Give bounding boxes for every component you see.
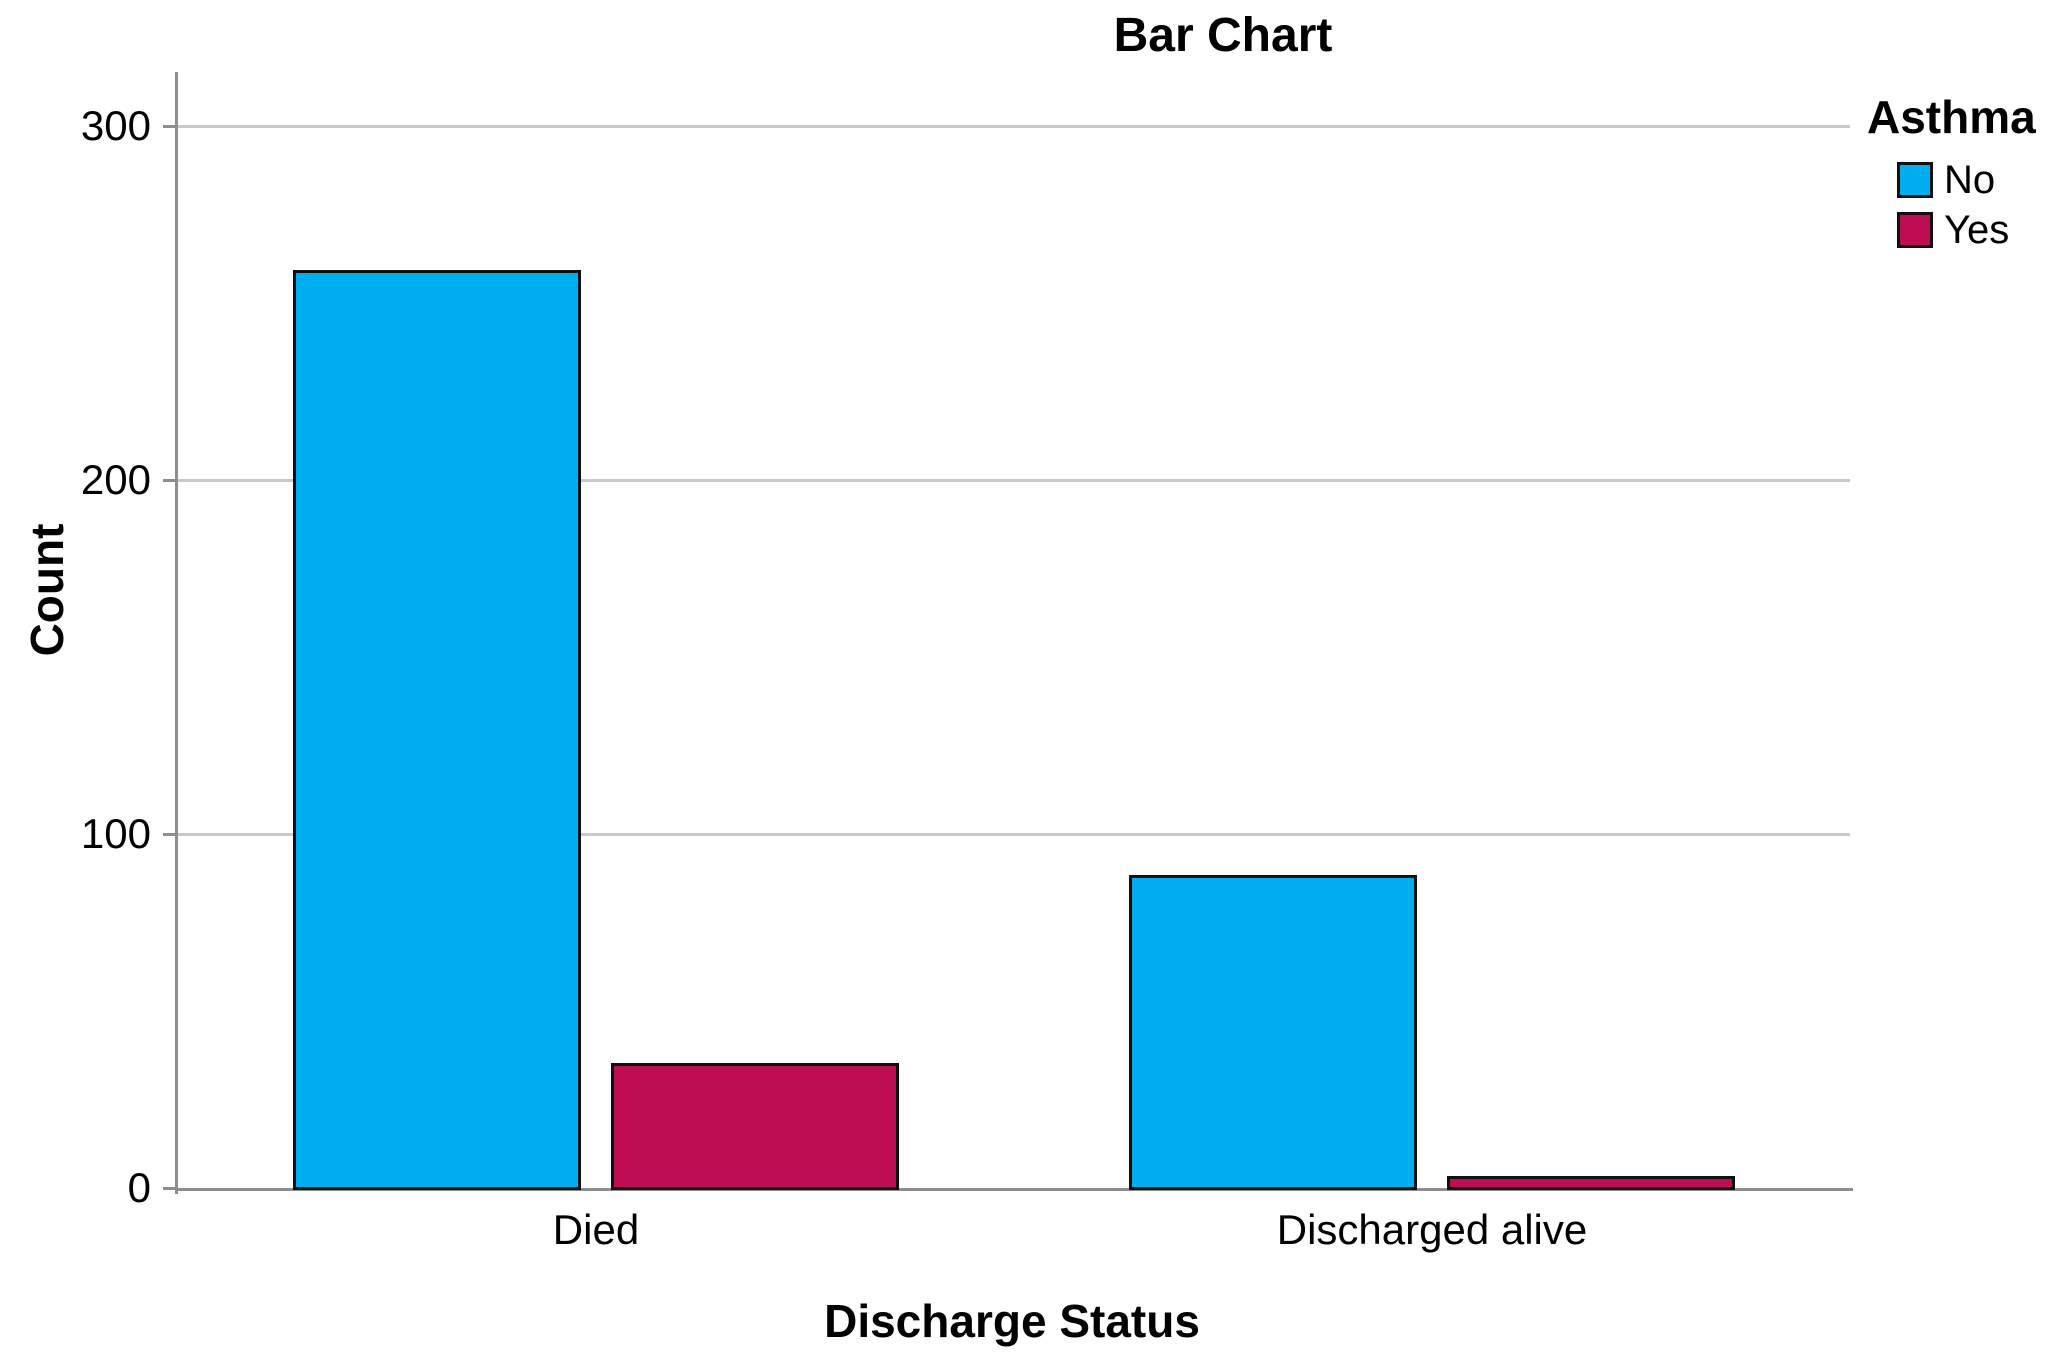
gridline-100 — [178, 833, 1850, 836]
y-axis-title: Count — [21, 523, 73, 657]
legend-item-no: No — [1897, 160, 2057, 200]
chart-title: Bar Chart — [1113, 9, 1333, 62]
legend-title: Asthma — [1867, 91, 2036, 143]
bar-discharged-alive-yes — [1447, 1176, 1735, 1190]
legend-item-yes: Yes — [1897, 210, 2057, 250]
gridline-300 — [178, 125, 1850, 128]
y-tick-label-200: 200 — [80, 456, 151, 503]
y-axis-line — [175, 72, 178, 1194]
x-tick-label-died: Died — [552, 1206, 640, 1253]
gridline-200 — [178, 479, 1850, 482]
x-axis-title: Discharge Status — [824, 1295, 1200, 1347]
bar-died-no — [293, 270, 581, 1190]
legend-label-yes: Yes — [1944, 208, 2010, 252]
y-tick-mark-0 — [163, 1187, 175, 1190]
y-tick-mark-300 — [163, 125, 175, 128]
legend-label-no: No — [1944, 158, 1996, 202]
bar-died-yes — [611, 1063, 899, 1190]
y-tick-label-100: 100 — [80, 810, 151, 857]
legend-swatch-no — [1897, 162, 1933, 198]
x-tick-label-discharged-alive: Discharged alive — [1276, 1206, 1588, 1253]
x-axis-line — [175, 1188, 1853, 1191]
bar-discharged-alive-no — [1129, 875, 1417, 1190]
y-tick-label-300: 300 — [80, 102, 151, 149]
y-tick-mark-100 — [163, 833, 175, 836]
y-tick-mark-200 — [163, 479, 175, 482]
legend-swatch-yes — [1897, 212, 1933, 248]
y-tick-label-0: 0 — [127, 1164, 151, 1211]
